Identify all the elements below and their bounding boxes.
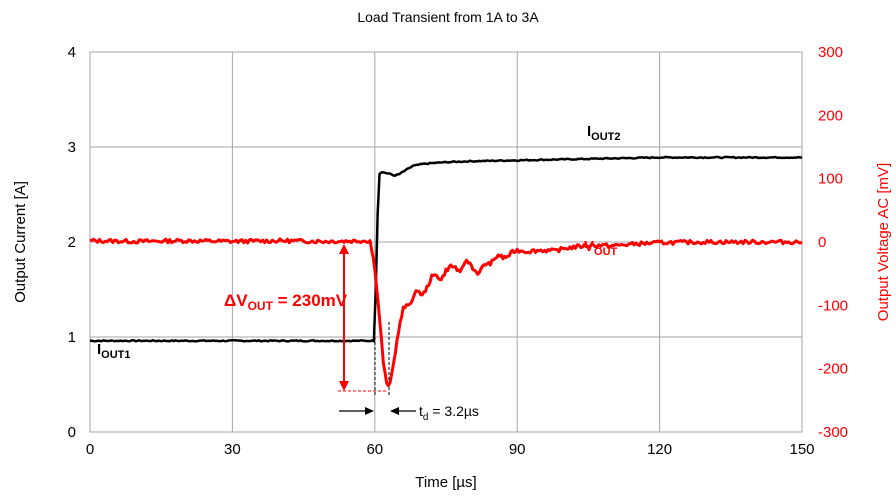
x-axis-label: Time [µs] [415,474,476,491]
y-right-tick-label: -100 [818,297,848,314]
y-right-tick-label: 0 [818,234,826,251]
y-right-tick-label: 300 [818,44,843,61]
label-td: td = 3.2µs [419,403,479,423]
y-left-axis-label: Output Current [A] [12,181,29,303]
x-tick-label: 150 [789,441,814,458]
x-tick-label: 60 [366,441,383,458]
label-iout1: IOUT1 [97,341,131,361]
x-tick-label: 90 [509,441,526,458]
label-iout2: IOUT2 [587,123,621,143]
label-delta-vout: ΔVOUT = 230mV [224,291,348,313]
series-output-current [89,155,803,343]
y-left-tick-label: 3 [68,139,76,156]
x-tick-label: 120 [647,441,672,458]
delta-v-arrow [339,244,349,391]
x-tick-label: 0 [86,441,94,458]
label-vout: VOUT [584,238,618,258]
y-right-axis-label: Output Voltage AC [mV] [875,163,892,321]
series-output-voltage [89,237,803,388]
y-right-tick-labels: -300 -200 -100 0 100 200 300 [818,44,848,441]
y-right-tick-label: -200 [818,361,848,378]
y-right-tick-label: 100 [818,171,843,188]
y-right-tick-label: -300 [818,424,848,441]
chart-title: Load Transient from 1A to 3A [357,9,539,25]
y-left-tick-label: 4 [68,44,76,61]
y-left-tick-label: 0 [68,424,76,441]
y-right-tick-label: 200 [818,107,843,124]
y-left-tick-label: 2 [68,234,76,251]
x-tick-labels: 0 30 60 90 120 150 [86,441,815,458]
y-left-tick-labels: 0 1 2 3 4 [68,44,76,441]
x-tick-label: 30 [224,441,241,458]
y-left-tick-label: 1 [68,329,76,346]
td-arrows [339,407,416,415]
